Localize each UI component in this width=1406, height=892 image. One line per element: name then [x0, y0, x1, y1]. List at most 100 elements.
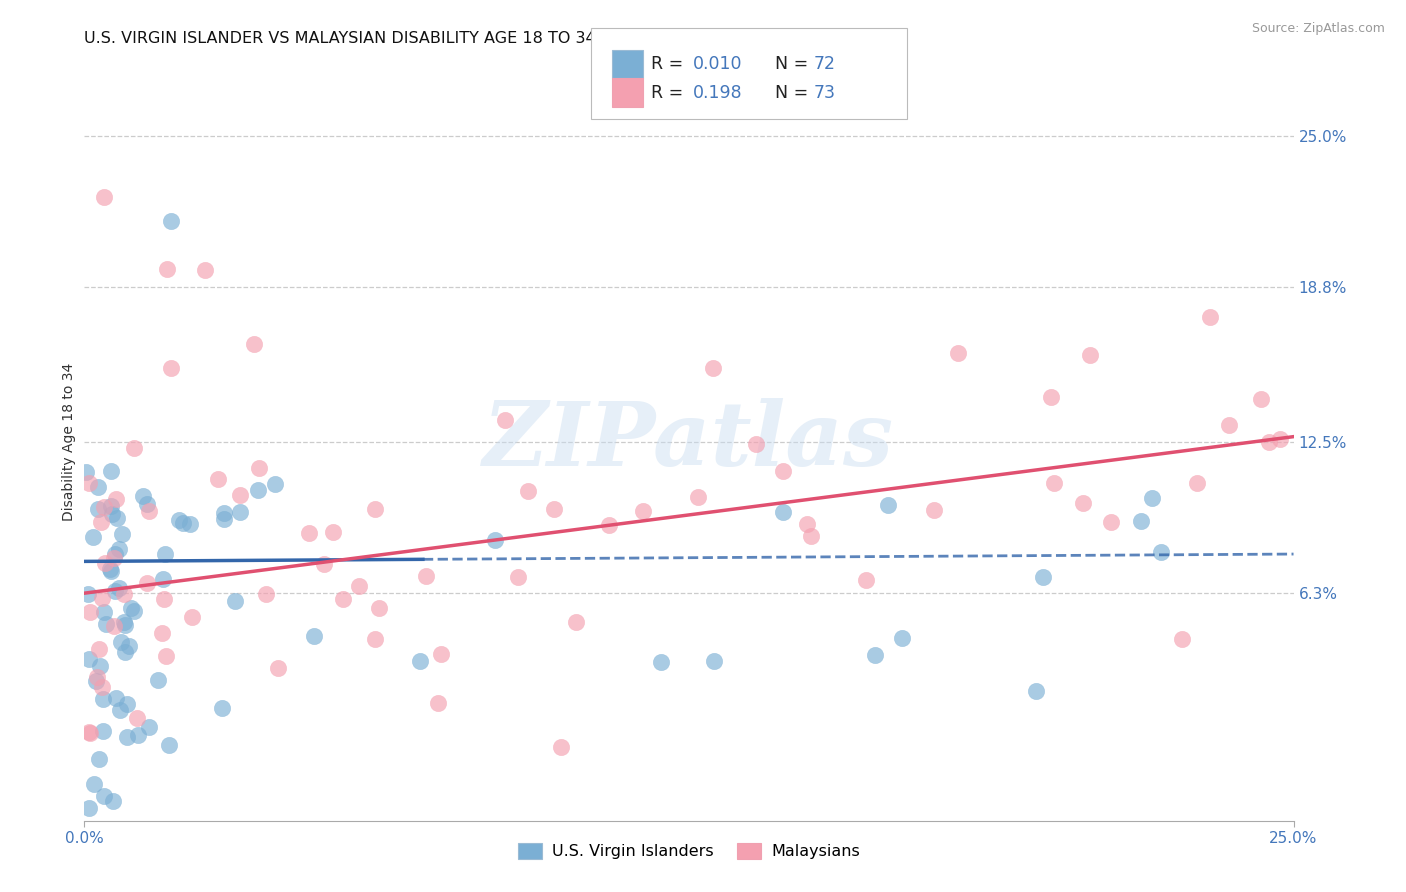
Point: [1185, 476, 1208, 491]
Point: [543, 501, 565, 516]
Point: [349, 579, 371, 593]
Point: [772, 505, 794, 519]
Point: [430, 647, 453, 661]
Point: [212, 507, 235, 521]
Point: [796, 516, 818, 531]
Point: [156, 262, 179, 277]
Point: [117, 697, 139, 711]
Point: [1040, 390, 1063, 404]
Point: [180, 610, 202, 624]
Point: [101, 507, 124, 521]
Point: [312, 557, 335, 571]
Point: [103, 619, 125, 633]
Point: [100, 564, 122, 578]
Point: [224, 594, 246, 608]
Point: [75, 465, 97, 479]
Point: [1099, 515, 1122, 529]
Point: [1268, 432, 1291, 446]
Point: [90, 515, 112, 529]
Point: [77, 587, 100, 601]
Point: [207, 472, 229, 486]
Point: [800, 529, 823, 543]
Point: [160, 214, 183, 228]
Point: [153, 592, 176, 607]
Point: [946, 345, 969, 359]
Point: [564, 615, 586, 629]
Point: [103, 794, 125, 808]
Point: [877, 499, 900, 513]
Point: [249, 461, 271, 475]
Point: [157, 738, 180, 752]
Point: [127, 728, 149, 742]
Point: [1130, 514, 1153, 528]
Text: ZIPatlas: ZIPatlas: [484, 399, 894, 484]
Point: [86, 670, 108, 684]
Point: [298, 525, 321, 540]
Point: [322, 524, 344, 539]
Point: [108, 582, 131, 596]
Point: [368, 601, 391, 615]
Text: R =: R =: [651, 84, 689, 102]
Point: [494, 413, 516, 427]
Point: [332, 592, 354, 607]
Point: [98, 562, 121, 576]
Point: [855, 573, 877, 587]
Point: [104, 583, 127, 598]
Text: U.S. VIRGIN ISLANDER VS MALAYSIAN DISABILITY AGE 18 TO 34 CORRELATION CHART: U.S. VIRGIN ISLANDER VS MALAYSIAN DISABI…: [84, 31, 775, 46]
Point: [112, 587, 135, 601]
Point: [508, 570, 530, 584]
Point: [77, 652, 100, 666]
Point: [110, 635, 132, 649]
Point: [1043, 476, 1066, 491]
Point: [550, 740, 572, 755]
Point: [122, 441, 145, 455]
Legend: U.S. Virgin Islanders, Malaysians: U.S. Virgin Islanders, Malaysians: [512, 837, 866, 866]
Point: [96, 616, 118, 631]
Point: [152, 572, 174, 586]
Point: [172, 516, 194, 530]
Point: [77, 475, 100, 490]
Point: [1025, 683, 1047, 698]
Point: [686, 491, 709, 505]
Point: [114, 645, 136, 659]
Text: 0.010: 0.010: [693, 55, 742, 73]
Point: [484, 533, 506, 547]
Point: [108, 542, 131, 557]
Point: [517, 484, 540, 499]
Point: [138, 504, 160, 518]
Point: [363, 502, 385, 516]
Point: [363, 632, 385, 646]
Point: [242, 336, 264, 351]
Point: [863, 648, 886, 662]
Point: [79, 725, 101, 739]
Point: [103, 550, 125, 565]
Point: [1250, 392, 1272, 406]
Text: N =: N =: [775, 84, 814, 102]
Point: [105, 510, 128, 524]
Text: 0.198: 0.198: [693, 84, 742, 102]
Point: [1199, 310, 1222, 324]
Point: [247, 483, 270, 498]
Point: [77, 801, 100, 815]
Text: Source: ZipAtlas.com: Source: ZipAtlas.com: [1251, 22, 1385, 36]
Point: [84, 674, 107, 689]
Point: [120, 600, 142, 615]
Point: [1170, 632, 1192, 646]
Point: [212, 512, 235, 526]
Point: [631, 504, 654, 518]
Text: R =: R =: [651, 55, 689, 73]
Point: [100, 500, 122, 514]
Text: 72: 72: [814, 55, 837, 73]
Point: [117, 731, 139, 745]
Point: [263, 476, 285, 491]
Point: [93, 190, 115, 204]
Point: [86, 501, 108, 516]
Point: [228, 505, 250, 519]
Point: [138, 720, 160, 734]
Point: [127, 711, 149, 725]
Point: [702, 361, 724, 376]
Point: [90, 681, 112, 695]
Point: [105, 690, 128, 705]
Point: [89, 642, 111, 657]
Point: [1218, 417, 1240, 432]
